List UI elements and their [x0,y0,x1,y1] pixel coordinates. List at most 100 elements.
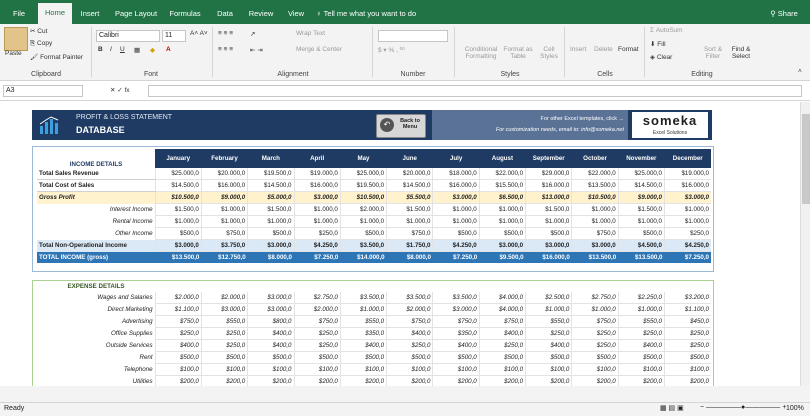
value-cell[interactable]: $400,0 [339,339,387,352]
row-label[interactable]: Total Cost of Sales [37,179,156,192]
view-icons[interactable]: ▦ ▤ ▣ [660,405,684,412]
value-cell[interactable]: $4.250,0 [293,239,341,252]
value-cell[interactable]: $3.500,0 [339,292,387,304]
value-cell[interactable]: $13.500,0 [571,251,619,263]
value-cell[interactable]: $9.000,0 [200,191,248,204]
value-cell[interactable]: $250,0 [617,327,665,340]
value-cell[interactable]: $19.000,0 [664,168,711,180]
row-label[interactable]: TOTAL INCOME (gross) [37,251,156,263]
value-cell[interactable]: $4.000,0 [478,303,526,316]
value-cell[interactable]: $500,0 [386,351,433,364]
value-cell[interactable]: $200,0 [664,375,711,386]
value-cell[interactable]: $500,0 [571,351,619,364]
row-label[interactable]: Utilities [132,378,153,385]
value-cell[interactable]: $100,0 [432,363,480,376]
value-cell[interactable]: $400,0 [432,339,480,352]
font-grow-shrink-icon[interactable]: A˄ A˅ [190,30,208,37]
cell-styles-button[interactable]: Cell Styles [540,46,558,60]
value-cell[interactable]: $8.000,0 [386,251,433,263]
value-cell[interactable]: $1.000,0 [571,203,619,216]
value-cell[interactable]: $16.000,0 [525,251,572,263]
someka-logo[interactable]: someka Excel Solutions [632,112,708,138]
value-cell[interactable]: $400,0 [386,327,433,340]
tab-formulas[interactable]: Formulas [169,9,201,18]
value-cell[interactable]: $9.000,0 [617,191,665,204]
row-label[interactable]: Office Supplies [110,330,153,337]
value-cell[interactable]: $200,0 [200,375,248,386]
value-cell[interactable]: $2.000,0 [339,203,387,216]
delete-cells-button[interactable]: Delete [594,46,613,53]
tab-view[interactable]: View [287,9,305,18]
value-cell[interactable]: $16.000,0 [664,179,711,192]
value-cell[interactable]: $20.000,0 [200,168,248,180]
value-cell[interactable]: $400,0 [247,327,294,340]
value-cell[interactable]: $100,0 [478,363,526,376]
value-cell[interactable]: $550,0 [339,315,387,328]
value-cell[interactable]: $500,0 [293,351,341,364]
value-cell[interactable]: $13.000,0 [525,191,572,204]
value-cell[interactable]: $500,0 [339,351,387,364]
row-label[interactable]: Advertising [121,318,153,325]
value-cell[interactable]: $200,0 [247,375,294,386]
value-cell[interactable]: $450,0 [664,315,711,328]
value-cell[interactable]: $200,0 [478,375,526,386]
value-cell[interactable]: $2.750,0 [571,292,619,304]
row-label[interactable]: Wages and Salaries [97,294,153,302]
value-cell[interactable]: $1.000,0 [432,215,480,228]
collapse-ribbon-icon[interactable]: ˄ [798,68,802,75]
value-cell[interactable]: $19.000,0 [293,168,341,180]
value-cell[interactable]: $7.250,0 [432,251,480,263]
value-cell[interactable]: $1.000,0 [154,215,202,228]
value-cell[interactable]: $1.000,0 [617,303,665,316]
value-cell[interactable]: $3.000,0 [432,191,480,204]
cut-button[interactable]: ✂ Cut [30,27,47,35]
value-cell[interactable]: $7.250,0 [294,251,341,263]
horizontal-scrollbar[interactable] [0,386,810,402]
value-cell[interactable]: $1.100,0 [664,303,711,316]
value-cell[interactable]: $6.500,0 [478,191,526,204]
value-cell[interactable]: $3.000,0 [247,303,294,316]
value-cell[interactable]: $29.000,0 [525,168,572,180]
value-cell[interactable]: $1.000,0 [200,203,248,216]
value-cell[interactable]: $200,0 [525,375,572,386]
value-cell[interactable]: $25.000,0 [617,168,665,180]
value-cell[interactable]: $500,0 [432,227,480,240]
vertical-scrollbar[interactable] [800,102,810,386]
font-name-select[interactable]: Calibri [96,30,160,42]
format-cells-button[interactable]: Format [618,46,639,53]
value-cell[interactable]: $500,0 [154,227,202,240]
wrap-text-button[interactable]: Wrap Text [296,30,326,37]
value-cell[interactable]: $3.200,0 [664,292,711,304]
value-cell[interactable]: $800,0 [247,315,294,328]
value-cell[interactable]: $3.000,0 [247,292,294,304]
value-cell[interactable]: $400,0 [247,339,294,352]
value-cell[interactable]: $1.500,0 [617,203,665,216]
value-cell[interactable]: $500,0 [525,227,572,240]
find-select-button[interactable]: Find & Select [731,46,751,60]
merge-center-button[interactable]: Merge & Center [296,46,342,53]
sort-filter-button[interactable]: Sort & Filter [703,46,723,60]
formula-input[interactable] [148,85,802,97]
tab-data[interactable]: Data [217,9,233,18]
value-cell[interactable]: $10.500,0 [339,191,387,204]
value-cell[interactable]: $250,0 [664,327,711,340]
back-to-menu-button[interactable]: ↶ Back to Menu [376,114,426,138]
value-cell[interactable]: $1.000,0 [247,215,294,228]
value-cell[interactable]: $550,0 [617,315,665,328]
tab-file[interactable]: File [12,9,26,18]
value-cell[interactable]: $200,0 [154,375,202,386]
value-cell[interactable]: $5.500,0 [386,191,433,204]
value-cell[interactable]: $16.000,0 [525,179,572,192]
value-cell[interactable]: $1.000,0 [339,215,387,228]
value-cell[interactable]: $200,0 [386,375,433,386]
info-line-1[interactable]: For other Excel templates, click → [540,116,624,122]
value-cell[interactable]: $250,0 [200,327,248,340]
autosum-button[interactable]: Σ AutoSum [650,27,683,34]
value-cell[interactable]: $3.000,0 [478,239,526,252]
value-cell[interactable]: $250,0 [478,339,526,352]
font-size-select[interactable]: 11 [162,30,186,42]
value-cell[interactable]: $750,0 [386,315,433,328]
value-cell[interactable]: $350,0 [339,327,387,340]
value-cell[interactable]: $250,0 [664,339,711,352]
value-cell[interactable]: $3.000,0 [154,239,202,252]
